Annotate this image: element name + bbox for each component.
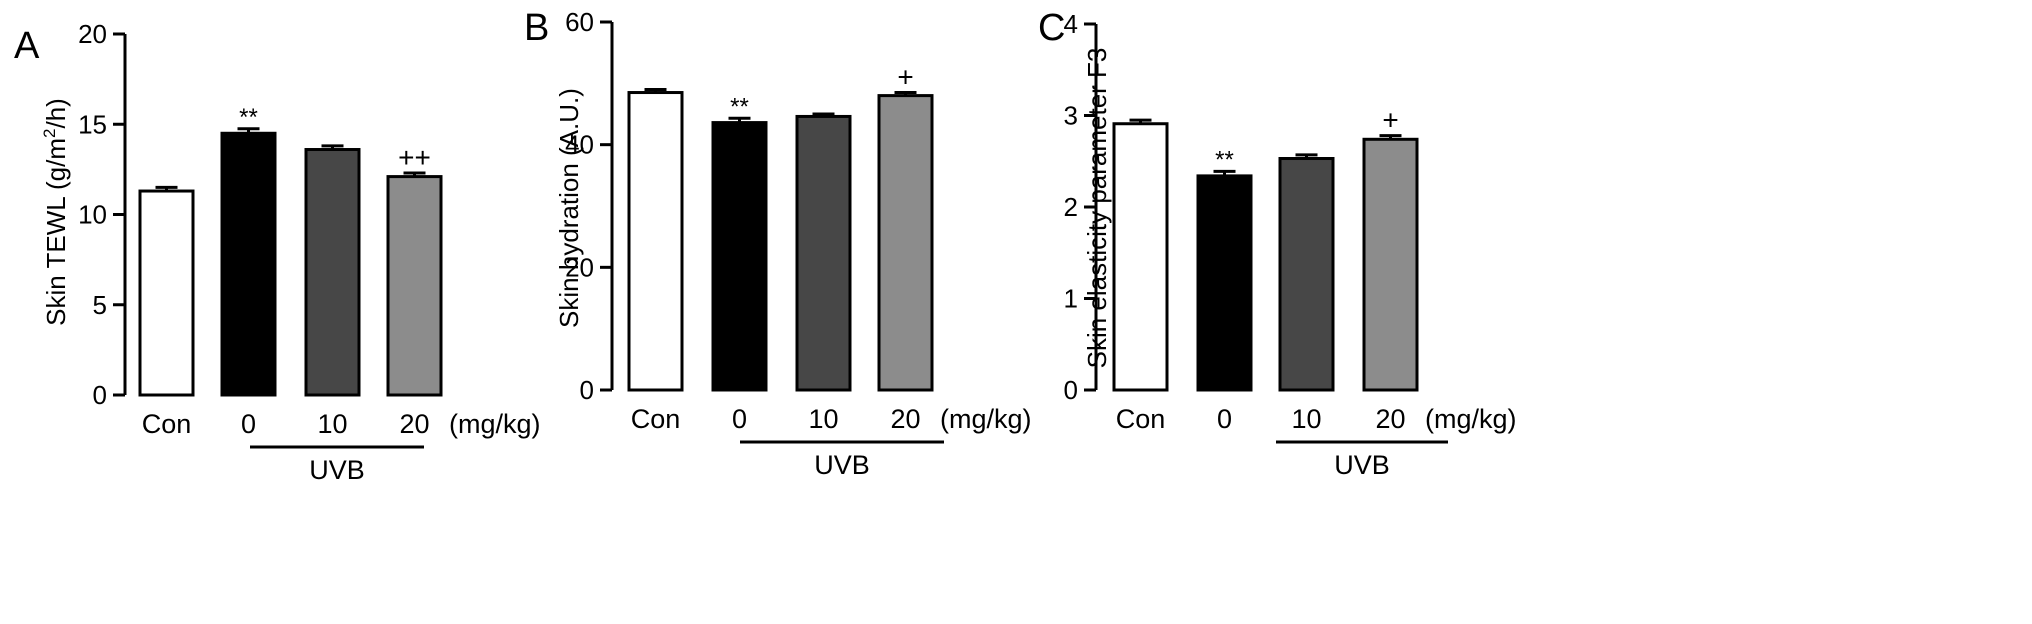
bar [1112,122,1169,392]
y-tick-label: 20 [565,252,594,282]
bar [1278,157,1335,392]
x-tick-label: 10 [317,409,347,439]
group-label: UVB [814,450,870,480]
panel-label: C [1038,7,1065,49]
y-tick-label: 4 [1064,9,1078,39]
y-tick-label: 2 [1064,192,1078,222]
significance-mark: + [897,62,913,93]
y-axis-label: Skin TEWL (g/m2/h) [40,98,71,326]
x-tick-label: 0 [1217,404,1232,434]
x-tick-label: Con [142,409,192,439]
y-axis-label: Skin hydration (A.U.) [554,88,584,328]
panel-b: B 0 20 40 60 Skin hydration (A.U.) Con ** 0 10 +20… [524,7,1032,480]
bar [386,175,443,397]
y-tick-label: 20 [78,19,107,49]
bar [1196,174,1253,392]
bar [711,121,768,392]
x-tick-label: 10 [1291,404,1321,434]
x-tick-label: 20 [1375,404,1405,434]
x-tick-label: Con [1116,404,1166,434]
significance-mark: ** [1215,146,1234,173]
y-tick-label: 60 [565,7,594,37]
bar [138,189,195,397]
y-tick-label: 0 [580,375,594,405]
dose-unit-label: (mg/kg) [1425,404,1517,434]
y-tick-label: 0 [93,380,107,410]
significance-mark: ** [730,93,749,120]
panel-a: A 0 5 10 15 20 Skin TEWL (g/m2/h) Con ** 0 10 ++ 20 (… [14,19,541,485]
significance-mark: ++ [398,142,431,173]
panel-label: B [524,7,549,49]
significance-mark: ** [239,104,258,131]
x-tick-label: 20 [890,404,920,434]
group-label: UVB [1334,450,1390,480]
y-tick-label: 40 [565,130,594,160]
bar [627,91,684,392]
panel-label: A [14,25,40,67]
bar [877,94,934,392]
x-tick-label: 0 [241,409,256,439]
y-axis-label: Skin elasticity parameter F3 [1082,48,1112,369]
bar [1362,137,1419,392]
group-label: UVB [309,455,365,485]
y-axis-label-part: Skin TEWL (g/m [41,138,71,326]
y-tick-label: 10 [78,200,107,230]
dose-unit-label: (mg/kg) [449,409,541,439]
y-axis-label-part: /h) [41,98,71,128]
bar [220,131,277,397]
bar [795,114,852,392]
x-tick-label: 20 [399,409,429,439]
y-tick-label: 5 [93,290,107,320]
y-axis-label-part: Skin hydration (A.U.) [554,88,584,328]
y-tick-label: 0 [1064,375,1078,405]
bar [304,148,361,397]
y-axis-label-part: Skin elasticity parameter F3 [1082,48,1112,369]
dose-unit-label: (mg/kg) [940,404,1032,434]
x-tick-label: 0 [732,404,747,434]
x-tick-label: 10 [808,404,838,434]
significance-mark: + [1382,105,1398,136]
y-axis-label-superscript: 2 [40,129,59,138]
y-tick-label: 1 [1064,284,1078,314]
x-tick-label: Con [631,404,681,434]
y-tick-label: 3 [1064,101,1078,131]
y-tick-label: 15 [78,109,107,139]
